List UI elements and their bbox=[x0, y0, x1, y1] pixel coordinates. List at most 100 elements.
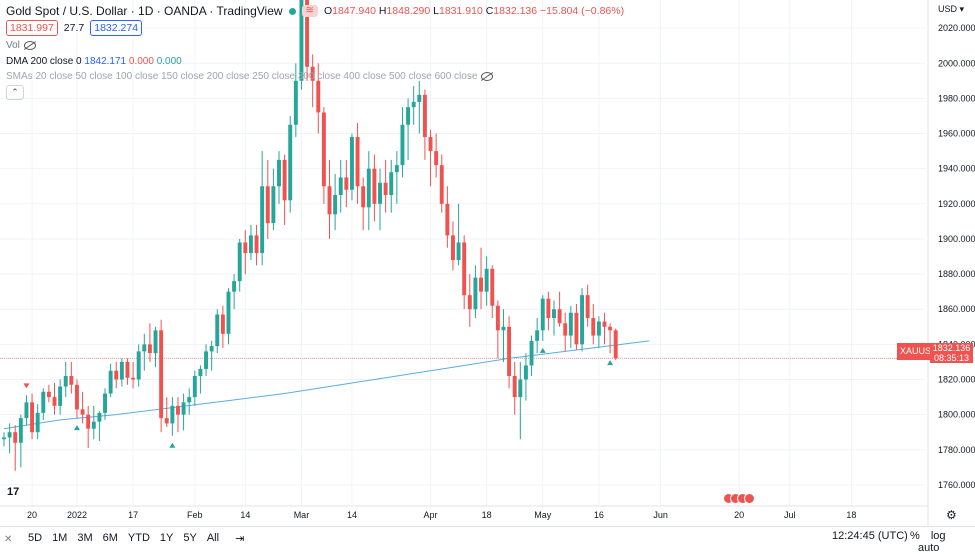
candle bbox=[13, 432, 18, 443]
x-tick-label: 18 bbox=[846, 510, 856, 520]
range-5d[interactable]: 5D bbox=[28, 532, 43, 544]
x-tick-label: Jul bbox=[784, 510, 796, 520]
candle bbox=[288, 124, 293, 201]
currency-label[interactable]: USD ▾ bbox=[938, 4, 965, 14]
candle bbox=[372, 168, 377, 204]
candle bbox=[181, 402, 186, 415]
candle bbox=[563, 323, 568, 336]
range-all[interactable]: All bbox=[206, 532, 220, 544]
collapse-legend-button[interactable]: ⌃ bbox=[6, 85, 24, 100]
candle bbox=[125, 361, 130, 378]
candle bbox=[355, 137, 360, 187]
spread-value: 27.7 bbox=[63, 22, 85, 34]
sell-button[interactable]: 1831.997 bbox=[6, 20, 58, 36]
y-tick-label: 1960.000 bbox=[938, 129, 975, 139]
candle bbox=[220, 314, 225, 334]
y-tick-label: 2020.000 bbox=[938, 23, 975, 33]
x-tick-label: 20 bbox=[734, 510, 744, 520]
candle bbox=[299, 0, 304, 81]
candle bbox=[136, 351, 141, 380]
candle bbox=[349, 137, 354, 190]
sell-signal-marker bbox=[23, 383, 30, 389]
candle bbox=[243, 242, 248, 253]
buy-signal-marker bbox=[169, 442, 176, 448]
range-1y[interactable]: 1Y bbox=[159, 532, 174, 544]
candle bbox=[2, 437, 6, 440]
candle bbox=[52, 397, 57, 406]
candle bbox=[271, 186, 276, 224]
x-tick-label: 2022 bbox=[67, 510, 87, 520]
date-range-icon[interactable]: ⇥ bbox=[235, 532, 245, 545]
candle bbox=[192, 375, 197, 398]
candle bbox=[338, 177, 343, 196]
buy-button[interactable]: 1832.274 bbox=[90, 20, 143, 36]
range-5y[interactable]: 5Y bbox=[183, 532, 197, 544]
candle bbox=[282, 159, 287, 201]
candle bbox=[327, 186, 332, 215]
candle bbox=[523, 365, 528, 380]
dma-legend[interactable]: DMA 200 close 0 1842.171 0.000 0.000 bbox=[6, 56, 182, 67]
candle bbox=[479, 277, 483, 292]
y-tick-label: 1880.000 bbox=[938, 269, 975, 279]
candle bbox=[490, 268, 495, 306]
gear-icon[interactable]: ⚙ bbox=[946, 508, 957, 522]
candle bbox=[187, 397, 192, 403]
candle bbox=[74, 384, 79, 410]
y-tick-label: 1900.000 bbox=[938, 234, 975, 244]
candle bbox=[159, 330, 164, 419]
y-tick-label: 1780.000 bbox=[938, 445, 975, 455]
candle bbox=[394, 165, 399, 173]
y-tick-label: 1860.000 bbox=[938, 304, 975, 314]
candle bbox=[451, 235, 455, 261]
bottom-toolbar: 5D 1M 3M 6M YTD 1Y 5Y All ⇥ bbox=[0, 526, 975, 549]
candle bbox=[467, 295, 472, 310]
log-button[interactable]: log bbox=[930, 530, 946, 542]
auto-button[interactable]: auto bbox=[918, 542, 940, 554]
candle bbox=[119, 361, 124, 380]
candle bbox=[608, 326, 613, 331]
candle bbox=[209, 346, 214, 352]
candle bbox=[198, 368, 203, 376]
x-tick-label: 18 bbox=[482, 510, 492, 520]
candle bbox=[552, 309, 556, 319]
volume-legend[interactable]: Vol bbox=[6, 40, 36, 51]
candle bbox=[103, 393, 107, 413]
hidden-eye-icon[interactable] bbox=[481, 71, 494, 81]
candle bbox=[422, 94, 427, 138]
y-tick-label: 1940.000 bbox=[938, 164, 975, 174]
smas-legend[interactable]: SMAs 20 close 50 close 100 close 150 clo… bbox=[6, 71, 494, 82]
candle bbox=[80, 409, 85, 415]
buy-signal-marker bbox=[73, 425, 80, 431]
candle bbox=[321, 112, 326, 187]
candle bbox=[248, 235, 253, 253]
candle bbox=[366, 168, 371, 208]
hidden-eye-icon[interactable] bbox=[23, 40, 36, 50]
percent-button[interactable]: % bbox=[910, 530, 920, 542]
change-value: −15.804 (−0.86%) bbox=[540, 5, 625, 17]
market-badge-icon: ≋ bbox=[301, 5, 318, 17]
candle bbox=[574, 312, 579, 345]
candle bbox=[602, 321, 607, 327]
countdown-label: 08:35:13 bbox=[933, 353, 970, 363]
candle bbox=[114, 370, 119, 380]
candle bbox=[46, 391, 51, 398]
candle bbox=[462, 242, 467, 296]
last-price-label: 1832.136 bbox=[932, 343, 971, 353]
range-6m[interactable]: 6M bbox=[102, 532, 118, 544]
close-icon[interactable]: ✕ bbox=[4, 534, 13, 545]
y-tick-label: 1800.000 bbox=[938, 410, 975, 420]
x-tick-label: May bbox=[534, 510, 552, 520]
candle bbox=[237, 242, 242, 282]
symbol-title[interactable]: Gold Spot / U.S. Dollar · 1D · OANDA · T… bbox=[6, 4, 283, 18]
y-tick-label: 1920.000 bbox=[938, 199, 975, 209]
economic-events-icon[interactable] bbox=[723, 491, 755, 509]
range-1m[interactable]: 1M bbox=[52, 532, 68, 544]
candle bbox=[254, 235, 259, 253]
range-ytd[interactable]: YTD bbox=[127, 532, 150, 544]
candle bbox=[215, 314, 220, 347]
range-3m[interactable]: 3M bbox=[77, 532, 93, 544]
price-chart[interactable]: 2020.000 2000.000 1980.000 1960.000 1940.000… bbox=[0, 0, 975, 526]
candle bbox=[170, 405, 175, 424]
candle bbox=[546, 298, 551, 319]
candle bbox=[406, 107, 411, 125]
